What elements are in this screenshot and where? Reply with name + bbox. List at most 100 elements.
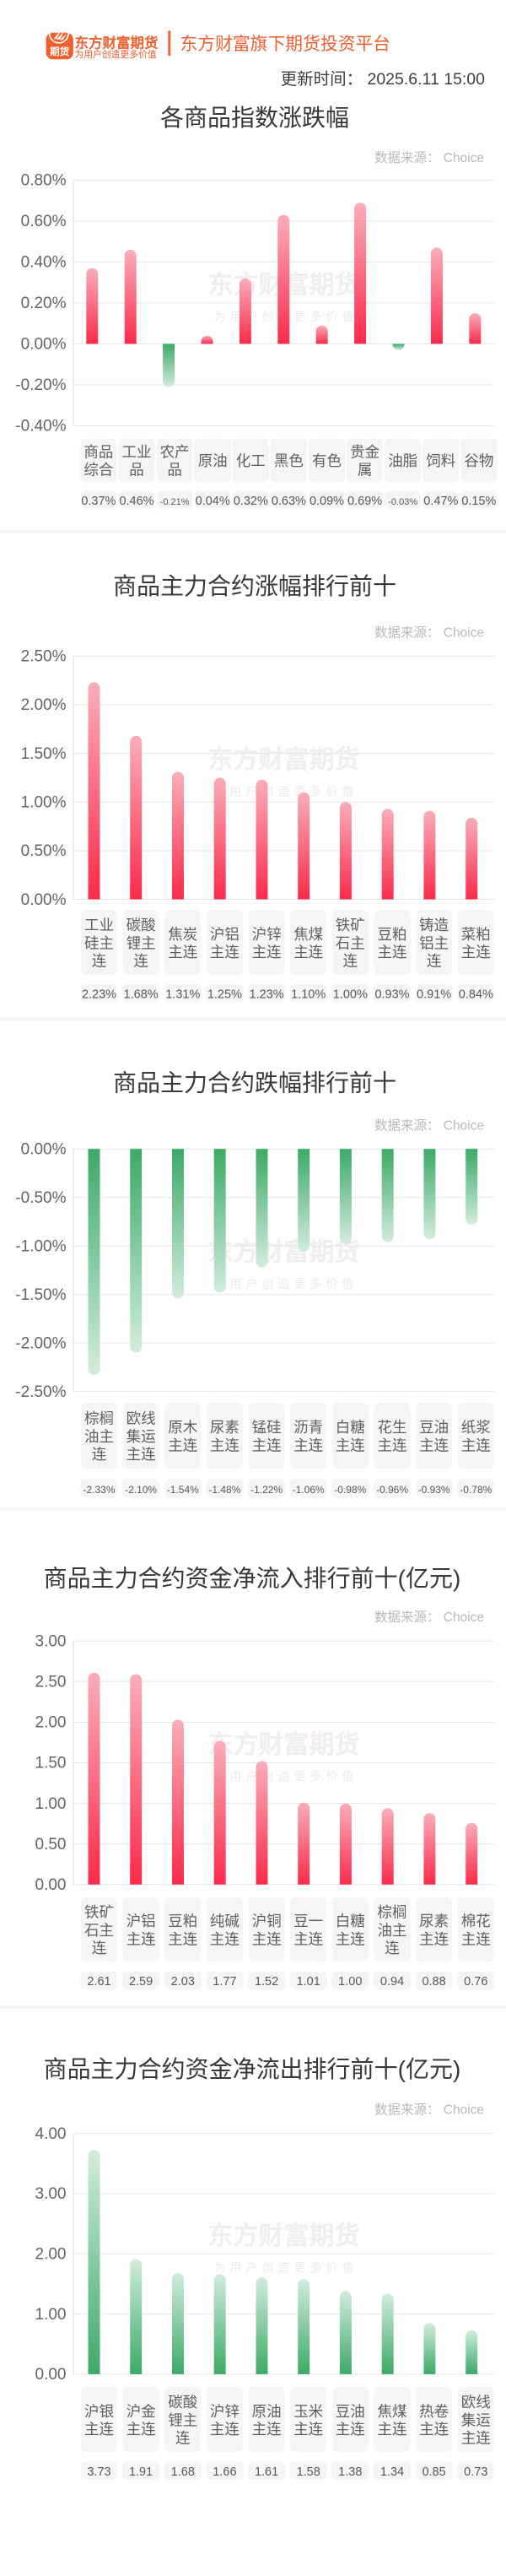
svg-text:沪锌: 沪锌 [210,2403,240,2420]
svg-text:0.91%: 0.91% [417,988,451,1002]
svg-text:菜粕: 菜粕 [461,926,491,943]
svg-text:0.85: 0.85 [422,2465,445,2479]
svg-text:为用户创造更多价值: 为用户创造更多价值 [75,48,157,60]
svg-text:0.69%: 0.69% [347,495,382,508]
svg-text:0.00: 0.00 [35,1876,67,1894]
svg-text:棉花: 棉花 [461,1913,491,1929]
svg-text:主连: 主连 [210,944,240,961]
svg-text:主连: 主连 [210,1930,240,1947]
svg-text:焦煤: 焦煤 [293,926,323,943]
svg-text:3.00: 3.00 [35,2185,67,2203]
svg-text:数据来源： Choice: 数据来源： Choice [374,150,484,165]
svg-text:数据来源： Choice: 数据来源： Choice [374,1118,484,1133]
svg-text:主连: 主连 [252,2421,282,2438]
svg-text:东方财富期货: 东方财富期货 [208,1730,360,1759]
svg-text:-1.48%: -1.48% [208,1484,240,1496]
svg-text:主连: 主连 [336,1437,365,1453]
svg-text:1.38: 1.38 [338,2465,362,2479]
svg-text:商品主力合约资金净流出排行前十(亿元): 商品主力合约资金净流出排行前十(亿元) [44,2056,461,2082]
svg-text:1.23%: 1.23% [250,988,284,1002]
svg-text:农产: 农产 [160,444,190,461]
svg-text:-0.96%: -0.96% [376,1484,408,1496]
svg-text:0.94: 0.94 [380,1975,404,1989]
svg-text:沥青: 沥青 [293,1419,323,1436]
svg-text:纸浆: 纸浆 [461,1419,491,1436]
svg-text:0.20%: 0.20% [21,295,67,312]
svg-text:0.88: 0.88 [422,1975,445,1989]
svg-text:1.68: 1.68 [171,2465,195,2479]
svg-text:东方财富期货: 东方财富期货 [208,2222,360,2250]
svg-text:主连: 主连 [461,1930,491,1947]
svg-text:2.23%: 2.23% [82,988,116,1002]
svg-text:-1.00%: -1.00% [15,1237,66,1255]
svg-text:铝主: 铝主 [419,934,449,951]
svg-text:石主: 石主 [336,934,365,951]
svg-text:各商品指数涨跌幅: 各商品指数涨跌幅 [160,105,349,131]
svg-text:主连: 主连 [252,944,282,961]
svg-text:主连: 主连 [336,2421,365,2438]
svg-text:0.76: 0.76 [464,1975,487,1989]
svg-text:0.15%: 0.15% [461,495,496,508]
svg-text:-0.03%: -0.03% [388,497,417,507]
svg-text:0.60%: 0.60% [21,213,67,230]
svg-text:为用户创造更多价值: 为用户创造更多价值 [214,2261,358,2275]
svg-text:主连: 主连 [293,1437,323,1453]
svg-text:连: 连 [92,1940,107,1956]
svg-text:为用户创造更多价值: 为用户创造更多价值 [214,785,358,798]
svg-text:1.00%: 1.00% [21,794,67,812]
svg-text:品: 品 [167,462,182,479]
svg-text:1.50%: 1.50% [21,745,67,763]
svg-text:-2.10%: -2.10% [125,1484,157,1496]
svg-text:商品主力合约资金净流入排行前十(亿元): 商品主力合约资金净流入排行前十(亿元) [44,1566,461,1592]
svg-text:0.47%: 0.47% [423,495,458,508]
svg-text:为用户创造更多价值: 为用户创造更多价值 [214,1277,358,1291]
svg-text:0.50%: 0.50% [21,842,67,860]
svg-text:主连: 主连 [419,1437,449,1453]
svg-text:主连: 主连 [293,2421,323,2438]
svg-text:0.93%: 0.93% [374,988,409,1002]
svg-text:2.61: 2.61 [87,1975,110,1989]
svg-text:主连: 主连 [126,1930,156,1947]
svg-text:欧线: 欧线 [126,1410,156,1427]
svg-text:铁矿: 铁矿 [336,917,365,934]
svg-text:0.73: 0.73 [464,2465,487,2479]
svg-text:主连: 主连 [336,1930,365,1947]
svg-text:1.50: 1.50 [35,1755,67,1772]
svg-text:铁矿: 铁矿 [84,1904,114,1921]
svg-text:-0.40%: -0.40% [15,418,66,436]
svg-text:1.25%: 1.25% [207,988,242,1002]
svg-text:沪铝: 沪铝 [210,926,240,943]
svg-text:玉米: 玉米 [293,2403,323,2420]
svg-text:-0.93%: -0.93% [418,1484,450,1496]
svg-text:尿素: 尿素 [210,1419,240,1436]
svg-text:主连: 主连 [126,1446,156,1463]
svg-text:主连: 主连 [252,1930,282,1947]
svg-text:数据来源： Choice: 数据来源： Choice [374,625,484,640]
svg-text:3.73: 3.73 [87,2465,110,2479]
svg-text:主连: 主连 [461,2429,491,2446]
svg-text:2.50: 2.50 [35,1674,67,1691]
svg-text:白糖: 白糖 [336,1913,365,1929]
svg-text:数据来源： Choice: 数据来源： Choice [374,2102,484,2118]
svg-text:豆粕: 豆粕 [168,1913,197,1929]
svg-text:-1.22%: -1.22% [250,1484,283,1496]
svg-text:-0.20%: -0.20% [15,376,66,394]
svg-text:油主: 油主 [84,1428,114,1445]
svg-text:-0.21%: -0.21% [160,497,190,507]
svg-text:主连: 主连 [168,1437,197,1453]
svg-text:1.58: 1.58 [297,2465,320,2479]
svg-text:工业: 工业 [122,444,152,461]
svg-text:0.40%: 0.40% [21,254,67,272]
svg-text:豆油: 豆油 [336,2403,365,2420]
svg-text:2.00: 2.00 [35,2246,67,2264]
svg-text:更新时间： 2025.6.11 15:00: 更新时间： 2025.6.11 15:00 [281,70,486,89]
svg-text:0.09%: 0.09% [310,495,344,508]
svg-text:主连: 主连 [378,944,407,961]
svg-text:4.00: 4.00 [35,2125,67,2143]
svg-text:-1.54%: -1.54% [167,1484,199,1496]
svg-text:为用户创造更多价值: 为用户创造更多价值 [214,1770,358,1783]
svg-text:1.34: 1.34 [380,2465,404,2479]
svg-text:碳酸: 碳酸 [126,917,156,934]
svg-text:2.50%: 2.50% [21,648,67,666]
svg-text:谷物: 谷物 [464,452,493,469]
